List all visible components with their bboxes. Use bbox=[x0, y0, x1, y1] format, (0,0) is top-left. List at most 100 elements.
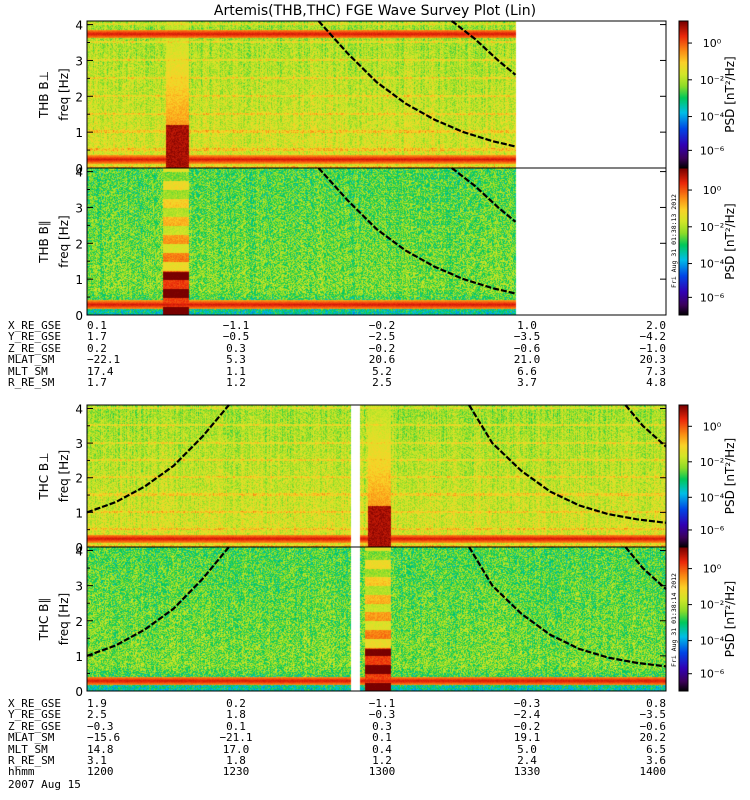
ephemeris-row: MLT_SM 17.4 1.1 5.2 6.6 7.3 bbox=[0, 364, 750, 378]
colorbar-tick-label: 10⁻⁴ bbox=[700, 111, 725, 124]
ephemeris-value: 1300 bbox=[368, 765, 396, 779]
ephemeris-value: 1.2 bbox=[372, 753, 392, 767]
panel-label: THC B⊥ bbox=[37, 452, 51, 500]
ephemeris-label: MLT_SM bbox=[8, 364, 48, 378]
ephemeris-value: 14.8 bbox=[87, 742, 114, 756]
ephemeris-row: MLAT_SM −22.1 5.3 20.6 21.0 20.3 bbox=[0, 353, 750, 367]
ephemeris-row: MLT_SM 14.8 17.0 0.4 5.0 6.5 bbox=[0, 742, 750, 756]
cyclotron-curve-1 bbox=[468, 404, 667, 524]
y-tick-label: 1 bbox=[75, 126, 83, 140]
ephemeris-row: R_RE_SM 1.7 1.2 2.5 3.7 4.8 bbox=[0, 375, 750, 389]
y-tick-label: 0 bbox=[75, 309, 83, 323]
y-tick-label: 2 bbox=[75, 472, 83, 486]
y-tick-label: 1 bbox=[75, 273, 83, 287]
thb-ephemeris-table: X_RE_GSE 0.1 −1.1 −0.2 1.0 2.0 Y_RE_GSE 1.7 −0.5… bbox=[0, 319, 750, 389]
plot-timestamp: Fri Aug 31 01:38:13 2012 bbox=[670, 194, 678, 288]
colorbar-tick-label: 10⁻² bbox=[700, 599, 724, 612]
ephemeris-row: X_RE_GSE 1.9 0.2 −1.1 −0.3 0.8 bbox=[0, 697, 750, 710]
ephemeris-value: −0.2 bbox=[368, 341, 396, 355]
ephemeris-value: 20.2 bbox=[639, 731, 667, 745]
ephemeris-row: Z_RE_GSE −0.3 0.1 0.3 −0.2 −0.6 bbox=[0, 719, 750, 733]
plot-timestamp: Fri Aug 31 01:38:14 2012 bbox=[670, 573, 678, 667]
colorbar-tick-label: 10⁰ bbox=[703, 420, 722, 433]
cyclotron-curve-2 bbox=[624, 404, 667, 448]
ephemeris-value: 20.3 bbox=[639, 353, 667, 367]
colorbar-tick-label: 10⁻² bbox=[700, 456, 724, 469]
colorbar-tick-label: 10⁰ bbox=[703, 563, 722, 576]
chart-title: Artemis(THB,THC) FGE Wave Survey Plot (L… bbox=[214, 3, 536, 19]
ephemeris-value: −1.1 bbox=[368, 697, 396, 710]
ephemeris-row: R_RE_SM 3.1 1.8 1.2 2.4 3.6 bbox=[0, 753, 750, 767]
ephemeris-value: 1.0 bbox=[517, 319, 537, 332]
y-tick-label: 3 bbox=[75, 437, 83, 451]
colorbar-tick-label: 10⁰ bbox=[703, 184, 722, 197]
colorbar-frame bbox=[678, 167, 689, 316]
ephemeris-value: 20.6 bbox=[368, 353, 396, 367]
ephemeris-row: MLAT_SM −15.6 −21.1 0.1 19.1 20.2 bbox=[0, 731, 750, 745]
y-tick-label: 0 bbox=[75, 685, 83, 699]
ephemeris-value: −22.1 bbox=[87, 353, 121, 367]
ephemeris-value: −21.1 bbox=[219, 731, 253, 745]
ephemeris-value: 1200 bbox=[87, 765, 114, 779]
ephemeris-value: −0.3 bbox=[513, 697, 541, 710]
thc-ephemeris-table: X_RE_GSE 1.9 0.2 −1.1 −0.3 0.8 Y_RE_GSE 2.5 1.8−… bbox=[0, 698, 750, 778]
y-tick-label: 4 bbox=[75, 545, 83, 559]
colorbar-tick-label: 10⁻⁴ bbox=[700, 258, 725, 271]
ephemeris-value: 0.3 bbox=[226, 341, 246, 355]
colorbar-label: PSD [nT²/Hz] bbox=[723, 56, 737, 132]
ephemeris-label: R_RE_SM bbox=[8, 753, 55, 767]
ephemeris-label: R_RE_SM bbox=[8, 375, 55, 389]
ephemeris-value: 4.8 bbox=[646, 375, 666, 389]
ephemeris-value: 5.2 bbox=[372, 364, 392, 378]
ephemeris-value: 3.6 bbox=[646, 753, 666, 767]
ephemeris-label: Z_RE_GSE bbox=[8, 719, 61, 733]
y-tick-label: 3 bbox=[75, 580, 83, 594]
ephemeris-value: 1.1 bbox=[226, 364, 246, 378]
panel-frame-2 bbox=[86, 404, 667, 548]
ephemeris-value: −3.5 bbox=[639, 708, 667, 722]
y-tick-label: 3 bbox=[75, 201, 83, 215]
ephemeris-value: −15.6 bbox=[87, 731, 121, 745]
cyclotron-curve-0 bbox=[86, 404, 230, 514]
colorbar-label: PSD [nT²/Hz] bbox=[723, 438, 737, 514]
cyclotron-curve-1 bbox=[451, 20, 517, 76]
ephemeris-value: 1.9 bbox=[87, 697, 107, 710]
colorbar-label: PSD [nT²/Hz] bbox=[723, 581, 737, 657]
colorbar-tick-label: 10⁻⁶ bbox=[700, 524, 725, 537]
cyclotron-curve-0 bbox=[317, 20, 516, 148]
ephemeris-value: 1.2 bbox=[226, 375, 246, 389]
ephemeris-value: 1.8 bbox=[226, 753, 246, 767]
colorbar-tick-label: 10⁻⁶ bbox=[700, 291, 725, 304]
y-axis-label: freq [Hz] bbox=[57, 68, 71, 120]
colorbar-tick-label: 10⁻⁶ bbox=[700, 144, 725, 157]
ephemeris-value: 2.5 bbox=[372, 375, 392, 389]
y-tick-label: 4 bbox=[75, 19, 83, 33]
panel-label: THB B⊥ bbox=[37, 71, 51, 119]
ephemeris-value: 6.5 bbox=[646, 742, 666, 756]
y-axis-label: freq [Hz] bbox=[57, 450, 71, 502]
ephemeris-value: 0.1 bbox=[372, 731, 392, 745]
colorbar-tick-label: 10⁰ bbox=[703, 37, 722, 50]
cyclotron-curve-2 bbox=[624, 546, 667, 590]
ephemeris-value: −2.4 bbox=[513, 708, 541, 722]
ephemeris-value: 17.4 bbox=[87, 364, 114, 378]
panel-frame-1 bbox=[86, 167, 667, 316]
ephemeris-value: 19.1 bbox=[513, 731, 541, 745]
colorbar-tick-label: 10⁻⁶ bbox=[700, 668, 725, 681]
y-tick-label: 1 bbox=[75, 650, 83, 664]
ephemeris-value: 0.1 bbox=[226, 719, 246, 733]
ephemeris-row: Y_RE_GSE 1.7 −0.5 −2.5 −3.5 −4.2 bbox=[0, 330, 750, 344]
ephemeris-label: X_RE_GSE bbox=[8, 319, 61, 332]
ephemeris-value: 1330 bbox=[513, 765, 541, 779]
ephemeris-value: 0.3 bbox=[372, 719, 392, 733]
y-tick-label: 1 bbox=[75, 506, 83, 520]
panel-frame-3 bbox=[86, 546, 667, 692]
ephemeris-value: 1.8 bbox=[226, 708, 246, 722]
ephemeris-value: −3.5 bbox=[513, 330, 541, 344]
ephemeris-value: 21.0 bbox=[513, 353, 541, 367]
ephemeris-label: hhmm bbox=[8, 765, 35, 779]
ephemeris-label: Y_RE_GSE bbox=[8, 330, 61, 344]
ephemeris-value: 2.4 bbox=[517, 753, 537, 767]
y-tick-label: 3 bbox=[75, 54, 83, 68]
